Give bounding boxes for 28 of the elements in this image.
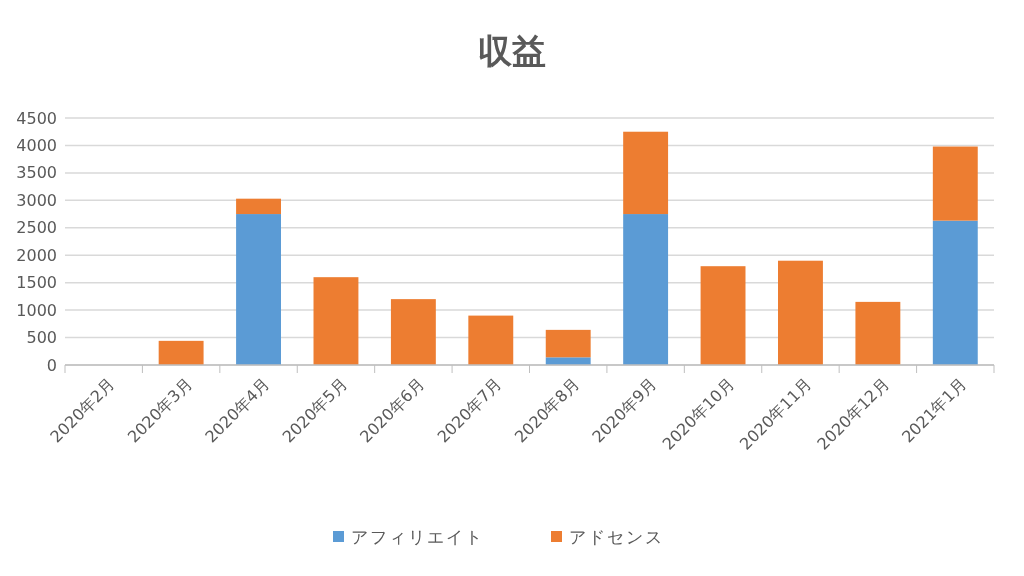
legend-label: アドセンス [569, 526, 664, 547]
y-tick-label: 0 [46, 355, 57, 375]
bar [158, 340, 204, 365]
bar [778, 260, 823, 365]
bar [545, 357, 591, 365]
bar [545, 329, 591, 358]
y-tick-label: 3500 [16, 163, 57, 183]
bar [623, 131, 669, 215]
chart-title: 収益 [478, 31, 546, 71]
y-tick-label: 4500 [16, 108, 57, 128]
y-tick-label: 1500 [16, 273, 57, 293]
bar [700, 266, 746, 365]
y-tick-label: 2500 [16, 218, 57, 238]
y-tick-label: 4000 [16, 136, 57, 156]
bar [623, 214, 669, 365]
bar [236, 198, 281, 215]
bar [468, 315, 514, 365]
y-tick-label: 3000 [16, 190, 57, 210]
bar [932, 220, 978, 365]
y-tick-label: 500 [26, 328, 57, 348]
bar [390, 299, 436, 365]
legend-label: アフィリエイト [351, 526, 484, 547]
bar [313, 277, 359, 365]
bar [855, 301, 901, 365]
y-tick-label: 1000 [16, 300, 57, 320]
bar [236, 214, 281, 365]
bar [932, 146, 978, 221]
y-tick-label: 2000 [16, 245, 57, 265]
